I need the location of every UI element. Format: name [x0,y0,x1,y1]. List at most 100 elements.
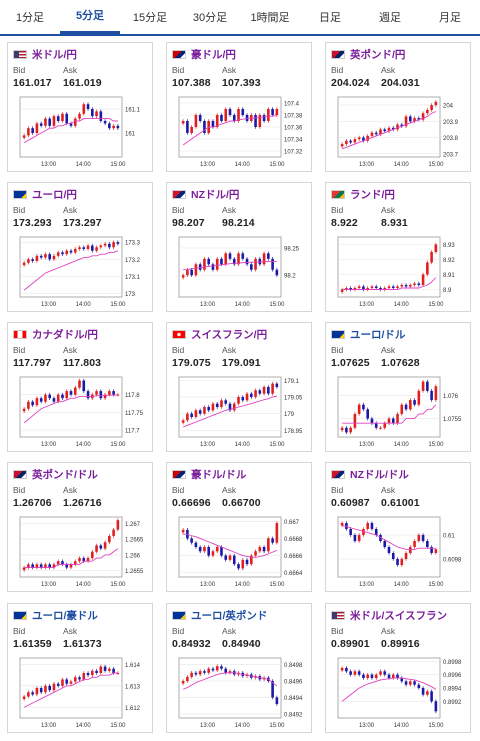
currency-card[interactable]: 米ドル/スイスフラン Bid Ask 0.89901 0.89916 0.8998 0.89… [325,603,471,733]
card-title[interactable]: ユーロ/円 [13,187,77,201]
currency-card[interactable]: ユーロ/英ポンド Bid Ask 0.84932 0.84940 0.8498 0.8496… [166,603,312,733]
tab-6[interactable]: 日足 [319,12,341,24]
price-chart[interactable]: 0.61 0.6098 13:00 14:00 15:00 [330,513,468,589]
card-title[interactable]: NZドル/ドル [331,467,409,481]
pair-name[interactable]: スイスフラン/円 [191,328,268,341]
card-title[interactable]: 英ポンド/円 [331,47,405,61]
card-title[interactable]: NZドル/円 [172,187,239,201]
card-title[interactable]: 英ポンド/ドル [13,467,98,481]
moving-average-line [342,404,437,424]
y-tick-label: 203.7 [443,152,459,158]
currency-card[interactable]: スイスフラン/円 Bid Ask 179.075 179.091 179.1 179.05 1… [166,322,312,452]
price-chart[interactable]: 204 203.9 203.8 203.7 13:00 14:00 15:00 [330,93,468,169]
y-tick-label: 0.8496 [284,680,303,686]
y-tick-label: 117.75 [125,411,144,417]
chart-frame [178,657,282,719]
currency-card[interactable]: カナダドル/円 Bid Ask 117.797 117.803 117.8 117.75 11… [7,322,153,452]
price-chart[interactable]: 1.614 1.613 1.612 13:00 14:00 15:00 [12,654,150,730]
candle-body [73,118,77,126]
currency-card[interactable]: ユーロ/豪ドル Bid Ask 1.61359 1.61373 1.614 1.613 1.6… [7,603,153,733]
card-title[interactable]: 豪ドル/円 [172,47,236,61]
card-title[interactable]: ユーロ/英ポンド [172,608,267,622]
price-chart[interactable]: 1.076 1.0755 13:00 14:00 15:00 [330,373,468,449]
pair-name[interactable]: ランド/円 [350,188,395,201]
pair-name[interactable]: ユーロ/英ポンド [191,609,268,622]
price-chart[interactable]: 173.3 173.2 173.1 173 13:00 14:00 15:00 [12,233,150,309]
price-chart[interactable]: 1.267 1.2665 1.266 1.2655 13:00 14:00 15:00 [12,513,150,589]
price-chart[interactable]: 0.8498 0.8496 0.8494 0.8492 13:00 14:00 15:00 [171,654,309,730]
candle-body [194,672,198,675]
y-tick-label: 161.1 [125,108,141,114]
candle-body [44,394,47,402]
pair-name[interactable]: 豪ドル/ドル [191,468,247,481]
currency-card[interactable]: 豪ドル/ドル Bid Ask 0.66696 0.66700 0.667 0.6668 0.6… [166,462,312,592]
candle-body [65,391,69,399]
card-title[interactable]: スイスフラン/円 [172,327,267,341]
price-chart[interactable]: 98.25 98.2 13:00 14:00 15:00 [171,233,309,309]
candle-body [353,671,357,675]
currency-card[interactable]: ユーロ/ドル Bid Ask 1.07625 1.07628 1.076 1.0755 13:… [325,322,471,452]
pair-name[interactable]: 英ポンド/円 [350,48,406,61]
candle-body [69,123,73,126]
ask-label: Ask [222,345,237,355]
price-chart[interactable]: 0.667 0.6668 0.6666 0.6664 13:00 14:00 15:00 [171,513,309,589]
currency-card[interactable]: 米ドル/円 Bid Ask 161.017 161.019 161.1 161 13:00 14… [7,42,153,172]
price-chart[interactable]: 8.93 8.92 8.91 8.9 13:00 14:00 15:00 [330,233,468,309]
pair-name[interactable]: NZドル/円 [191,188,240,201]
candle-body [186,676,189,682]
pair-name[interactable]: 米ドル/スイスフラン [350,609,448,622]
currency-card[interactable]: 英ポンド/ドル Bid Ask 1.26706 1.26716 1.267 1.2665 1.… [7,462,153,592]
chart-frame [19,236,123,298]
price-chart[interactable]: 179.1 179.05 179 178.95 13:00 14:00 15:00 [171,373,309,449]
pair-name[interactable]: カナダドル/円 [32,328,98,341]
currency-card[interactable]: 豪ドル/円 Bid Ask 107.388 107.393 107.4 107.38 107.… [166,42,312,172]
currency-card[interactable]: NZドル/円 Bid Ask 98.207 98.214 98.25 98.2 13:00 14… [166,182,312,312]
ask-value: 107.393 [222,77,261,89]
currency-card[interactable]: ランド/円 Bid Ask 8.922 8.931 8.93 8.92 8.91 8.9 13:0… [325,182,471,312]
y-tick-label: 1.614 [125,663,141,669]
currency-card[interactable]: NZドル/ドル Bid Ask 0.60987 0.61001 0.61 0.6098 13:… [325,462,471,592]
x-tick-label: 15:00 [110,162,126,168]
pair-name[interactable]: NZドル/ドル [350,468,409,481]
card-title[interactable]: ランド/円 [331,187,395,201]
card-title[interactable]: ユーロ/豪ドル [13,608,98,622]
pair-name[interactable]: ユーロ/ドル [350,328,406,341]
price-chart[interactable]: 107.4 107.38 107.36 107.34 107.32 13:00 14:00 1… [171,93,309,169]
pair-name[interactable]: ユーロ/豪ドル [32,609,98,622]
price-chart[interactable]: 161.1 161 13:00 14:00 15:00 [12,93,150,169]
tab-1[interactable]: 1分足 [15,12,45,24]
candle-body [39,123,43,126]
pair-name[interactable]: ユーロ/円 [32,188,77,201]
candle-body [430,390,433,401]
card-title[interactable]: ユーロ/ドル [331,327,405,341]
candle-body [275,523,279,543]
candle-body [103,666,107,671]
tab-3[interactable]: 15分足 [132,12,168,24]
y-tick-label: 179.05 [284,396,303,402]
pair-name[interactable]: 豪ドル/円 [191,48,236,61]
tab-4[interactable]: 30分足 [192,12,228,24]
candle-body [267,253,270,259]
pair-name[interactable]: 英ポンド/ドル [32,468,98,481]
candle-body [203,121,206,133]
tab-7[interactable]: 週足 [379,12,401,24]
currency-card[interactable]: ユーロ/円 Bid Ask 173.293 173.297 173.3 173.2 173.1… [7,182,153,312]
pair-name[interactable]: 米ドル/円 [32,48,77,61]
tab-8[interactable]: 月足 [439,12,461,24]
price-chart[interactable]: 0.8998 0.8996 0.8994 0.8992 13:00 14:00 15:00 [330,654,468,730]
card-title[interactable]: 米ドル/スイスフラン [331,608,447,622]
candle-body [430,105,433,110]
card-title[interactable]: カナダドル/円 [13,327,98,341]
tab-2[interactable]: 5分足 [60,0,120,34]
currency-card[interactable]: 英ポンド/円 Bid Ask 204.024 204.031 204 203.9 203.8 2… [325,42,471,172]
card-title[interactable]: 豪ドル/ドル [172,467,246,481]
price-chart[interactable]: 117.8 117.75 117.7 13:00 14:00 15:00 [12,373,150,449]
bid-label: Bid [331,205,344,215]
candle-body [237,397,240,404]
candle-body [391,286,395,288]
eu-flag-icon [13,189,27,199]
tab-5[interactable]: 1時間足 [250,12,290,24]
card-title[interactable]: 米ドル/円 [13,47,77,61]
candle-body [48,564,51,568]
x-tick-label: 15:00 [110,723,126,729]
